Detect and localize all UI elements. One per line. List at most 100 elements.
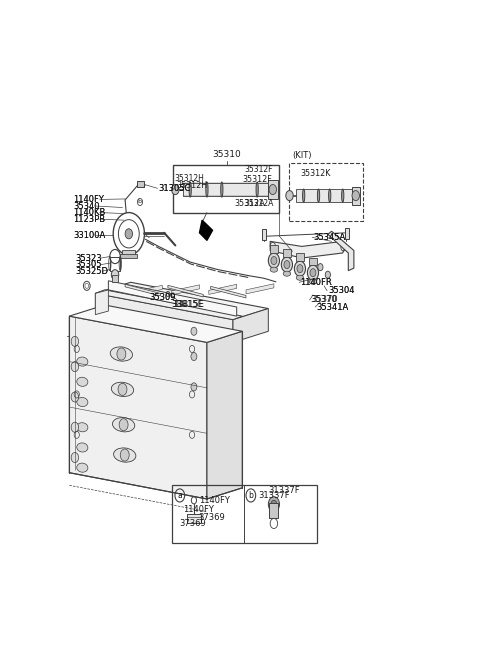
Bar <box>175 300 182 306</box>
Ellipse shape <box>77 463 88 472</box>
Bar <box>269 503 278 518</box>
Ellipse shape <box>221 182 223 197</box>
Text: 35309: 35309 <box>149 293 176 302</box>
Text: 33815E: 33815E <box>172 300 204 309</box>
Circle shape <box>318 264 323 271</box>
Circle shape <box>71 422 79 432</box>
Circle shape <box>71 392 79 402</box>
Polygon shape <box>125 284 160 296</box>
Bar <box>270 245 277 253</box>
Text: 35312A: 35312A <box>234 199 265 208</box>
Ellipse shape <box>77 398 88 407</box>
Polygon shape <box>207 331 242 499</box>
Text: 33815E: 33815E <box>172 300 204 309</box>
Text: 35305: 35305 <box>76 260 102 269</box>
Ellipse shape <box>270 267 277 272</box>
Text: 31305C: 31305C <box>158 184 191 193</box>
Ellipse shape <box>77 443 88 452</box>
Bar <box>283 249 290 257</box>
Ellipse shape <box>77 377 88 386</box>
Polygon shape <box>96 293 233 342</box>
Bar <box>345 228 349 239</box>
Ellipse shape <box>77 357 88 366</box>
Text: 35305: 35305 <box>76 260 102 269</box>
Ellipse shape <box>309 279 317 284</box>
Ellipse shape <box>317 189 320 202</box>
Circle shape <box>271 501 277 508</box>
Polygon shape <box>246 284 274 294</box>
Polygon shape <box>270 241 347 258</box>
Text: 35312F: 35312F <box>242 175 272 184</box>
Circle shape <box>191 352 197 361</box>
Circle shape <box>281 257 292 272</box>
Circle shape <box>352 190 360 201</box>
Text: 35325D: 35325D <box>76 267 108 276</box>
Text: 35312H: 35312H <box>174 174 204 182</box>
Circle shape <box>117 348 126 360</box>
Circle shape <box>71 453 79 462</box>
Bar <box>268 180 277 199</box>
Circle shape <box>268 497 279 512</box>
Ellipse shape <box>302 189 305 202</box>
Ellipse shape <box>342 189 344 202</box>
Text: 35312A: 35312A <box>244 199 274 209</box>
Text: a: a <box>178 491 182 500</box>
Text: 33100A: 33100A <box>73 231 105 240</box>
Text: 35304: 35304 <box>329 287 355 295</box>
Circle shape <box>125 229 132 239</box>
Ellipse shape <box>112 418 135 432</box>
Ellipse shape <box>111 382 133 396</box>
Bar <box>173 165 279 213</box>
Bar <box>262 229 266 240</box>
Bar <box>187 514 201 523</box>
Circle shape <box>284 260 290 269</box>
Circle shape <box>191 383 197 391</box>
Ellipse shape <box>110 347 132 361</box>
Text: 31305C: 31305C <box>158 184 191 193</box>
Circle shape <box>191 327 197 335</box>
Circle shape <box>71 337 79 346</box>
Polygon shape <box>211 286 246 298</box>
Ellipse shape <box>296 276 304 280</box>
Text: 1140FY: 1140FY <box>183 505 214 514</box>
Text: 31337F: 31337F <box>258 491 290 500</box>
Text: b: b <box>248 491 253 500</box>
Text: 1140FR: 1140FR <box>300 277 332 287</box>
Text: 1140FY: 1140FY <box>73 195 104 204</box>
Polygon shape <box>69 316 207 499</box>
Bar <box>183 183 268 196</box>
Text: (KIT): (KIT) <box>292 151 312 160</box>
Bar <box>289 163 363 221</box>
Circle shape <box>120 449 129 461</box>
Ellipse shape <box>77 422 88 432</box>
Text: 35312K: 35312K <box>300 169 330 178</box>
Text: 1140FR: 1140FR <box>300 277 332 287</box>
Circle shape <box>269 184 276 195</box>
Polygon shape <box>168 285 203 297</box>
Ellipse shape <box>329 189 331 202</box>
Bar <box>296 189 352 202</box>
Text: 35310: 35310 <box>212 150 241 159</box>
Text: 35340: 35340 <box>73 201 99 211</box>
Text: 35312F: 35312F <box>244 165 273 174</box>
Text: 35341A: 35341A <box>317 302 349 312</box>
Text: 35341A: 35341A <box>316 302 348 312</box>
Bar <box>172 485 317 543</box>
Polygon shape <box>69 305 242 342</box>
Text: 35323: 35323 <box>76 253 102 262</box>
Bar <box>296 253 304 261</box>
Text: 33100A: 33100A <box>73 231 105 240</box>
Circle shape <box>286 190 293 201</box>
Bar <box>112 275 118 282</box>
Text: 35345A: 35345A <box>313 233 345 242</box>
Circle shape <box>71 361 79 372</box>
Text: 35309: 35309 <box>149 293 176 302</box>
Text: 35340: 35340 <box>73 201 99 211</box>
Ellipse shape <box>114 448 136 462</box>
Ellipse shape <box>256 182 258 197</box>
Polygon shape <box>105 286 132 296</box>
Circle shape <box>118 383 127 396</box>
Polygon shape <box>233 308 268 342</box>
Text: 1123PB: 1123PB <box>73 215 105 224</box>
Bar <box>352 186 360 205</box>
